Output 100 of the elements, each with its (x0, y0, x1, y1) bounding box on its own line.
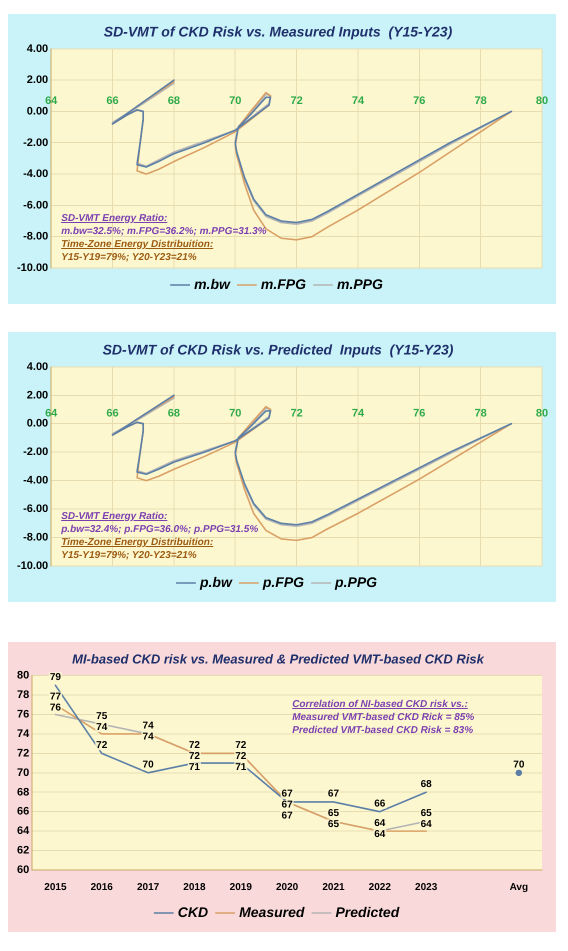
y-tick-label: 80 (16, 670, 30, 682)
x-tick-label: 68 (168, 95, 180, 108)
x-tick-label: 72 (290, 407, 303, 420)
data-label: 71 (188, 762, 200, 774)
data-label: 77 (50, 692, 62, 703)
y-tick-label: 2.00 (26, 389, 48, 402)
y-tick-label: -10.00 (16, 262, 48, 274)
x-tick-label: 66 (106, 407, 119, 420)
x-tick-label: 2016 (90, 882, 114, 893)
x-tick-label: 80 (536, 407, 548, 420)
y-tick-label: 74 (16, 728, 30, 740)
data-label: 74 (96, 722, 108, 733)
data-label: 72 (188, 740, 200, 752)
x-tick-label: 78 (474, 407, 487, 420)
chart-title: MI-based CKD risk vs. Measured & Predicted VMT-based CKD Risk (72, 651, 485, 666)
annotation: Y15-Y19=79%; Y20-Y23=21% (61, 549, 198, 562)
y-tick-label: -4.00 (23, 474, 48, 487)
annotation: SD-VMT Energy Ratio: (61, 510, 168, 523)
y-tick-label: 72 (16, 747, 30, 760)
data-label: 72 (235, 751, 247, 762)
data-label: 64 (374, 828, 386, 840)
x-tick-label: 66 (106, 95, 119, 108)
annotation: Measured VMT-based CKD Rick = 85% (292, 710, 474, 724)
data-label: 65 (328, 819, 340, 830)
x-tick-label: 2022 (368, 882, 392, 893)
data-label: 70 (142, 760, 154, 771)
x-tick-label: 76 (413, 407, 426, 420)
legend-label: Predicted (335, 904, 400, 920)
data-label: 67 (282, 810, 294, 822)
legend-label: m.PPG (336, 276, 384, 292)
data-label: 70 (513, 760, 525, 771)
data-label: 74 (142, 732, 154, 743)
annotation: Predicted VMT-based CKD Risk = 83% (292, 724, 474, 737)
chart-title: SD-VMT of CKD Risk vs. Measured Inputs (Y15-Y23) (104, 23, 453, 40)
data-label: 64 (374, 818, 386, 829)
x-tick-label: 2015 (44, 882, 67, 893)
data-label: 74 (142, 720, 154, 732)
data-label: 67 (282, 788, 294, 800)
y-tick-label: 70 (16, 766, 30, 779)
x-tick-label: 74 (352, 407, 365, 420)
y-tick-label: -4.00 (23, 168, 48, 180)
y-tick-label: 62 (16, 844, 30, 857)
data-label: 65 (420, 808, 432, 820)
data-label: 66 (374, 798, 386, 810)
legend-label: p.FPG (262, 574, 304, 590)
y-tick-label: 78 (16, 689, 30, 702)
data-label: 72 (188, 751, 200, 762)
annotation: m.bw=32.5%; m.FPG=36.2%; m.PPG=31.3% (61, 225, 267, 238)
annotation: Time-Zone Energy Distribuition: (61, 536, 214, 549)
y-tick-label: 2.00 (26, 74, 48, 86)
y-tick-label: 0.00 (26, 105, 48, 118)
y-tick-label: -6.00 (23, 199, 48, 212)
x-tick-label: 2019 (230, 882, 252, 893)
legend-label: Measured (239, 904, 305, 920)
x-tick-label: 70 (229, 407, 242, 420)
y-tick-label: -2.00 (23, 446, 48, 458)
legend-label: p.bw (198, 574, 233, 590)
y-tick-label: -8.00 (23, 230, 48, 243)
annotation: Y15-Y19=79%; Y20-Y23=21% (61, 251, 198, 264)
data-label: 72 (235, 740, 247, 752)
y-tick-label: -2.00 (23, 136, 48, 149)
y-tick-label: -10.00 (16, 560, 48, 572)
y-tick-label: 68 (16, 786, 30, 798)
x-tick-label: Avg (510, 882, 528, 893)
legend-label: m.bw (194, 276, 231, 292)
legend-label: m.FPG (260, 276, 306, 292)
legend-label: p.PPG (334, 574, 378, 590)
x-tick-label: 2023 (415, 882, 438, 893)
data-label: 64 (420, 819, 432, 830)
x-tick-label: 80 (536, 95, 548, 108)
x-tick-label: 2021 (322, 882, 346, 893)
y-tick-label: 0.00 (26, 418, 48, 430)
annotation: Time-Zone Energy Distribuition: (61, 238, 214, 251)
legend-label: CKD (178, 904, 208, 920)
annotation: p.bw=32.4%; p.FPG=36.0%; p.PPG=31.5% (61, 523, 258, 536)
x-tick-label: 2017 (136, 882, 160, 893)
data-label: 72 (96, 740, 108, 752)
x-tick-label: 72 (290, 95, 303, 108)
x-tick-label: 74 (352, 95, 365, 108)
y-tick-label: 66 (16, 806, 30, 818)
x-tick-label: 78 (474, 95, 487, 108)
data-label: 67 (328, 788, 340, 800)
x-tick-label: 76 (413, 95, 426, 108)
y-tick-label: 60 (16, 864, 30, 876)
data-label: 76 (50, 702, 62, 714)
x-tick-label: 2018 (183, 882, 206, 893)
y-tick-label: -6.00 (23, 503, 48, 516)
data-label: 79 (50, 672, 62, 684)
x-tick-label: 70 (229, 95, 242, 108)
y-tick-label: -8.00 (23, 532, 48, 544)
x-tick-label: 2020 (276, 882, 299, 893)
data-label: 67 (282, 800, 294, 811)
y-tick-label: 4.00 (26, 360, 48, 373)
x-tick-label: 68 (168, 407, 180, 420)
y-tick-label: 64 (16, 825, 30, 838)
annotation: Correlation of NI-based CKD risk vs.: (292, 698, 469, 711)
annotation: SD-VMT Energy Ratio: (61, 212, 168, 225)
data-label: 75 (96, 710, 108, 722)
data-label: 71 (235, 762, 247, 774)
y-tick-label: 4.00 (26, 42, 48, 55)
